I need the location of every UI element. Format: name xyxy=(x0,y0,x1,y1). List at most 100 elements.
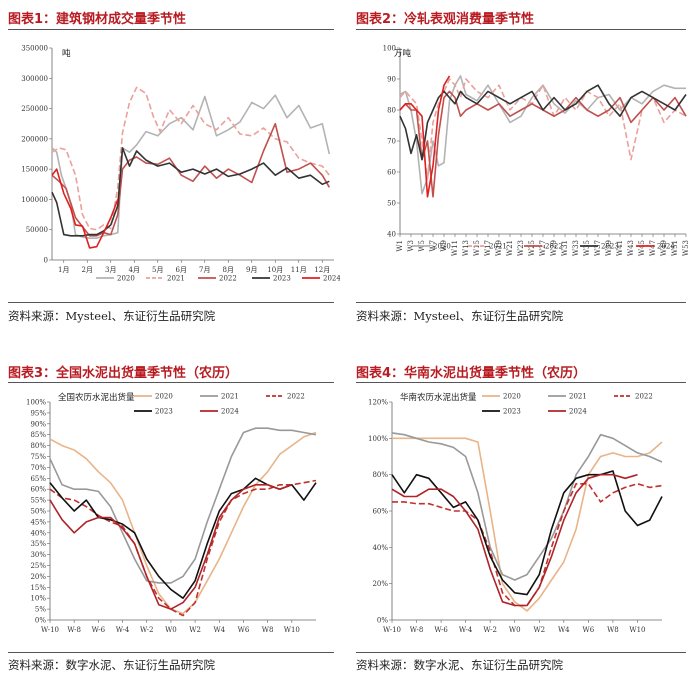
chart2-title-rule xyxy=(356,29,686,30)
chart4-x-tick-label: W-10 xyxy=(383,626,401,634)
chart1-x-tick-label: 12月 xyxy=(314,266,330,274)
chart2-x-tick-label: W25 xyxy=(528,240,536,256)
chart4-y-tick-label: 20% xyxy=(372,580,388,588)
chart3-x-tick-label: W-2 xyxy=(140,626,154,634)
chart1-x-tick-label: 7月 xyxy=(199,266,210,274)
chart3-series-2020-line xyxy=(49,431,317,615)
chart1-legend-label-2024: 2024 xyxy=(323,275,340,283)
chart4-plot: 0% 20% 40% 60% 80% 100% 120% W-10 W-8 W-6 W-4 W-2 W0… xyxy=(368,392,663,634)
chart2-source-rule xyxy=(356,302,686,303)
chart4-y-tick-label: 120% xyxy=(368,399,388,407)
chart3-source: 资料来源：数字水泥、东证衍生品研究院 xyxy=(8,658,215,672)
chart2-legend-label-2024: 2024 xyxy=(657,243,675,251)
chart2-x-tick-label: W35 xyxy=(583,240,591,256)
chart2-x-tick-label: W49 xyxy=(660,240,668,256)
chart2-x-tick-label: W37 xyxy=(594,240,602,256)
chart2-x-tick-label: W13 xyxy=(462,240,470,256)
chart3-y-tick-label: 55% xyxy=(30,497,46,505)
chart2-series-2023-line xyxy=(399,84,687,161)
chart2-series-2022-line xyxy=(399,90,687,198)
chart4-legend-label-2022: 2022 xyxy=(635,393,653,401)
chart3-y-tick-label: 80% xyxy=(30,442,46,450)
chart2-x-tick-label: W19 xyxy=(495,240,503,256)
chart3-x-tick-label: W10 xyxy=(284,626,300,634)
chart2-unit-label: 万吨 xyxy=(394,48,412,59)
chart2-x-tick-label: W3 xyxy=(407,240,415,252)
chart3-x-tick-label: W-4 xyxy=(116,626,130,634)
chart2-x-tick-label: W1 xyxy=(396,240,404,252)
chart3-y-tick-label: 20% xyxy=(30,573,46,581)
chart1-y-tick-label: 50000 xyxy=(26,226,48,234)
chart4-x-tick-label: W-6 xyxy=(434,626,448,634)
chart1-legend-label-2022: 2022 xyxy=(219,275,237,283)
chart2-x-tick-label: W23 xyxy=(517,240,525,256)
chart1-title: 图表1：建筑钢材成交量季节性 xyxy=(8,12,187,27)
chart4-legend-label-2024: 2024 xyxy=(569,408,587,416)
chart2-y-tick-label: 50 xyxy=(387,200,396,208)
chart4-x-tick-label: W8 xyxy=(607,626,619,634)
chart4-series-2020-line xyxy=(392,437,663,612)
chart2-y-tick-label: 40 xyxy=(387,231,396,239)
chart2-series-2024-line xyxy=(399,75,451,198)
chart3-y-tick-label: 5% xyxy=(35,606,46,614)
chart1-source-rule xyxy=(8,302,334,303)
chart2-x-tick-label: W27 xyxy=(539,240,547,256)
chart2-x-tick-label: W39 xyxy=(605,240,613,256)
chart1-x-tick-label: 4月 xyxy=(129,266,140,274)
chart2-plot: 405060708090100W1W3W5W7W9W11W13W15W17W19… xyxy=(383,45,690,257)
chart4-x-tick-label: W-4 xyxy=(459,626,473,634)
chart2-legend-label-2020: 2020 xyxy=(433,243,451,251)
chart1-legend-label-2021: 2021 xyxy=(167,275,185,283)
chart3-x-tick-label: W6 xyxy=(238,626,250,634)
chart1-unit-label: 吨 xyxy=(62,48,71,59)
chart1-y-tick-label: 250000 xyxy=(21,105,48,113)
chart3-y-tick-label: 25% xyxy=(30,562,46,570)
chart2-x-tick-label: W21 xyxy=(506,240,514,256)
chart2-x-tick-label: W53 xyxy=(682,240,690,256)
chart3-x-tick-label: W-8 xyxy=(67,626,81,634)
chart3-y-tick-label: 30% xyxy=(30,551,46,559)
chart4-x-tick-label: W0 xyxy=(509,626,521,634)
chart2-x-tick-label: W17 xyxy=(484,240,492,256)
chart4-x-tick-label: W2 xyxy=(533,626,545,634)
chart4-unit-label: 华南农历水泥出货量 xyxy=(400,392,477,403)
chart1-series-2020-line xyxy=(51,94,331,239)
chart3-legend-label-2021: 2021 xyxy=(221,393,239,401)
chart3-y-tick-label: 35% xyxy=(30,540,46,548)
chart3-x-tick-label: W8 xyxy=(262,626,274,634)
chart2-x-tick-label: W11 xyxy=(451,240,459,256)
chart1-x-tick-label: 9月 xyxy=(246,266,257,274)
chart3-y-tick-label: 15% xyxy=(30,584,46,592)
chart4-y-tick-label: 100% xyxy=(368,435,388,443)
chart2-y-tick-label: 100 xyxy=(383,45,396,53)
chart2-y-tick-label: 60 xyxy=(387,169,396,177)
chart3-y-tick-label: 100% xyxy=(26,399,46,407)
chart3-y-tick-label: 75% xyxy=(30,453,46,461)
chart3-series-2024-line xyxy=(49,484,293,610)
chart3-legend-label-2024: 2024 xyxy=(221,408,239,416)
chart1-x-tick-label: 5月 xyxy=(152,266,163,274)
chart1-series-2021-line xyxy=(51,86,330,231)
chart4-x-tick-label: W6 xyxy=(583,626,595,634)
chart1-series-2022-line xyxy=(51,122,330,237)
chart1-y-tick-label: 150000 xyxy=(21,166,48,174)
chart2-y-tick-label: 70 xyxy=(387,138,396,146)
chart1-x-tick-label: 2月 xyxy=(82,266,93,274)
chart4-title-rule xyxy=(356,382,686,383)
chart3-y-tick-label: 60% xyxy=(30,486,46,494)
chart1-x-tick-label: 3月 xyxy=(105,266,116,274)
chart3-title-rule xyxy=(8,382,334,383)
chart2-legend-label-2023: 2023 xyxy=(601,243,619,251)
chart3-series-2021-line xyxy=(49,427,317,584)
chart3-series-2023-line xyxy=(49,477,317,599)
chart1-y-tick-label: 200000 xyxy=(21,135,48,143)
chart4-title: 图表4：华南水泥出货量季节性（农历） xyxy=(356,366,587,381)
chart3-plot: 0% 5% 10% 15% 20% 25% 30% 35% 40% 45% 50% 55% 60% 65%… xyxy=(26,392,317,634)
chart2-x-tick-label: W31 xyxy=(561,240,569,256)
chart1-legend-label-2023: 2023 xyxy=(273,275,291,283)
chart1-y-tick-label: 300000 xyxy=(21,75,48,83)
chart1-y-tick-label: 100000 xyxy=(21,196,48,204)
chart3-legend-label-2022: 2022 xyxy=(287,393,305,401)
chart4-legend-label-2020: 2020 xyxy=(503,393,521,401)
chart4-series-2024-line xyxy=(391,473,638,607)
